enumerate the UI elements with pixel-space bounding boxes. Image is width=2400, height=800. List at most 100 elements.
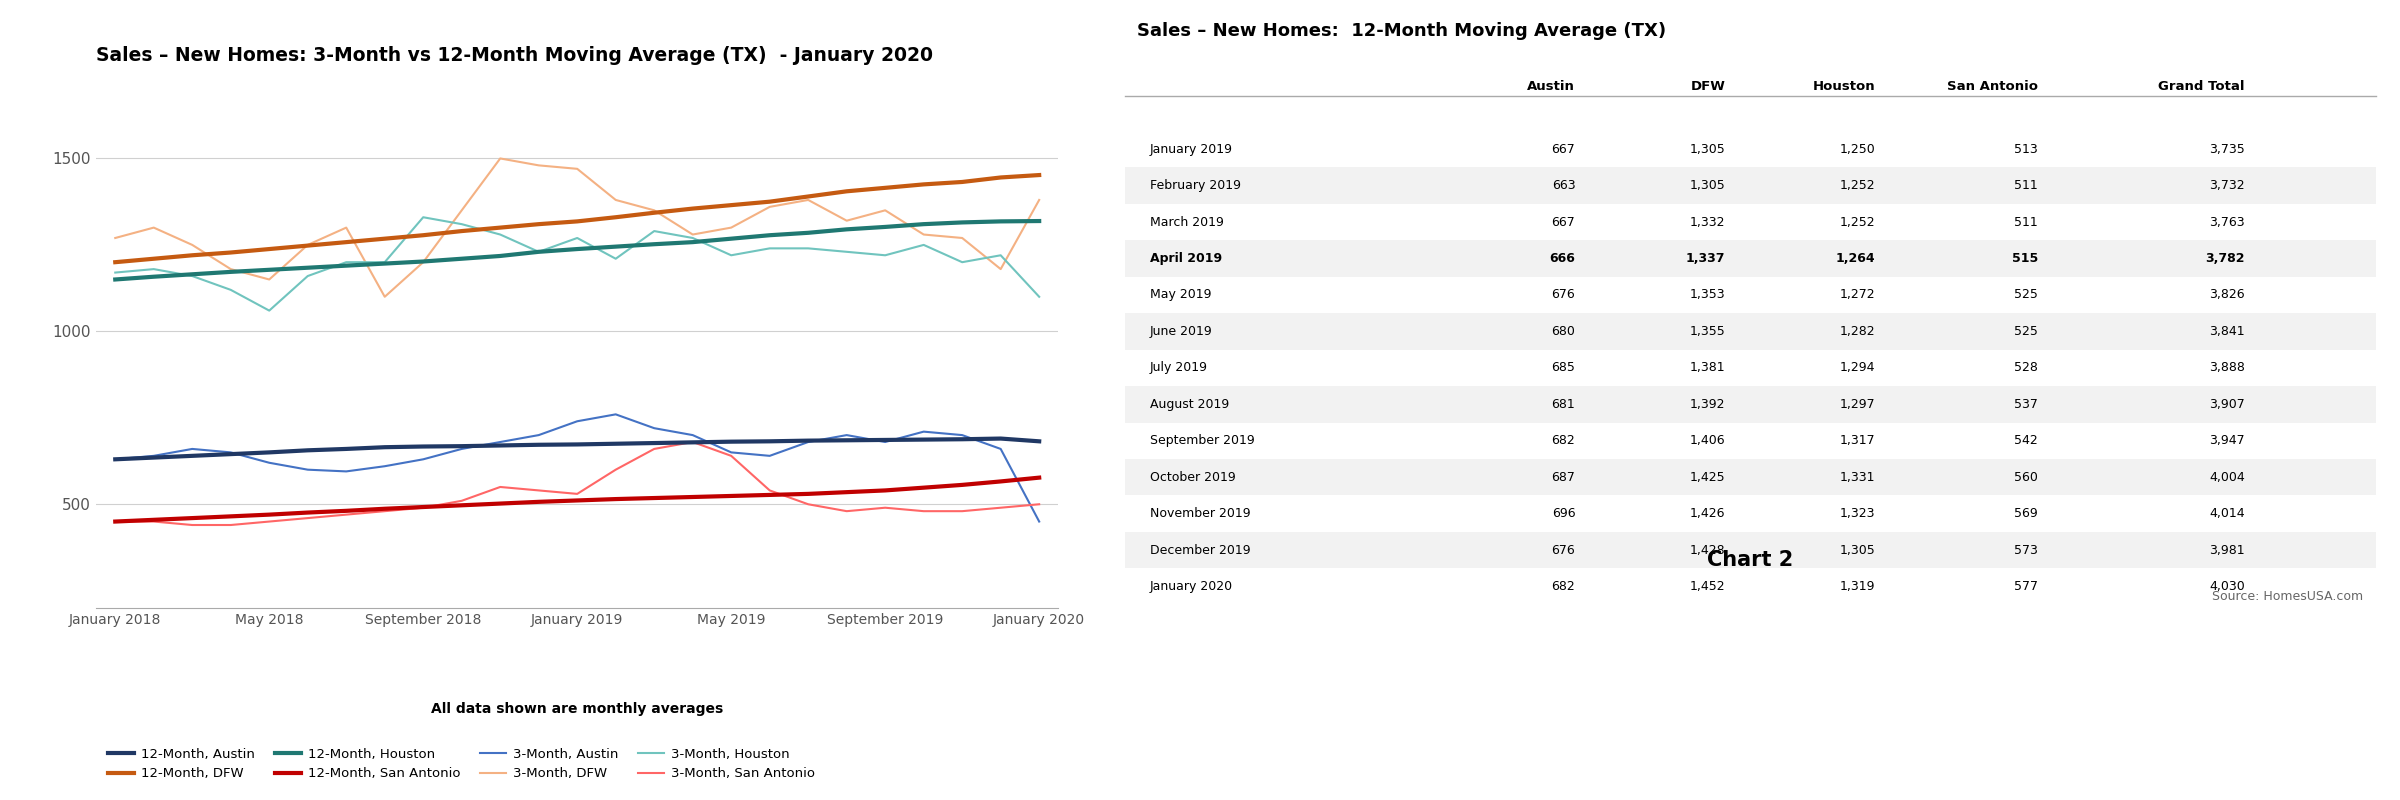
Text: 1,252: 1,252 xyxy=(1841,179,1874,192)
Text: 525: 525 xyxy=(2014,289,2038,302)
Text: 3,841: 3,841 xyxy=(2208,325,2244,338)
FancyBboxPatch shape xyxy=(1126,131,2376,167)
FancyBboxPatch shape xyxy=(1126,314,2376,350)
Text: 681: 681 xyxy=(1550,398,1574,411)
Text: 1,252: 1,252 xyxy=(1841,215,1874,229)
Text: 542: 542 xyxy=(2014,434,2038,447)
Text: 4,030: 4,030 xyxy=(2208,580,2244,593)
FancyBboxPatch shape xyxy=(1126,532,2376,568)
FancyBboxPatch shape xyxy=(1126,167,2376,204)
Text: 3,782: 3,782 xyxy=(2206,252,2244,265)
Text: 1,406: 1,406 xyxy=(1690,434,1726,447)
Text: July 2019: July 2019 xyxy=(1150,362,1207,374)
Text: 680: 680 xyxy=(1550,325,1574,338)
FancyBboxPatch shape xyxy=(1126,422,2376,459)
Text: 696: 696 xyxy=(1553,507,1574,520)
Text: 682: 682 xyxy=(1550,434,1574,447)
Text: 1,264: 1,264 xyxy=(1836,252,1874,265)
Text: Sales – New Homes: 3-Month vs 12-Month Moving Average (TX)  - January 2020: Sales – New Homes: 3-Month vs 12-Month M… xyxy=(96,46,934,65)
Text: 3,947: 3,947 xyxy=(2208,434,2244,447)
Legend: 12-Month, Austin, 12-Month, DFW, 12-Month, Houston, 12-Month, San Antonio, 3-Mon: 12-Month, Austin, 12-Month, DFW, 12-Mont… xyxy=(103,742,821,786)
FancyBboxPatch shape xyxy=(1126,350,2376,386)
Text: 1,381: 1,381 xyxy=(1690,362,1726,374)
Text: October 2019: October 2019 xyxy=(1150,470,1236,484)
Text: 560: 560 xyxy=(2014,470,2038,484)
Text: 667: 667 xyxy=(1550,215,1574,229)
Text: 1,353: 1,353 xyxy=(1690,289,1726,302)
Text: 1,428: 1,428 xyxy=(1690,544,1726,557)
FancyBboxPatch shape xyxy=(1126,240,2376,277)
FancyBboxPatch shape xyxy=(1126,568,2376,605)
Text: 685: 685 xyxy=(1550,362,1574,374)
Text: 511: 511 xyxy=(2014,215,2038,229)
FancyBboxPatch shape xyxy=(1126,277,2376,314)
Text: Chart 2: Chart 2 xyxy=(1706,550,1793,570)
Text: 1,332: 1,332 xyxy=(1690,215,1726,229)
Text: Sales – New Homes:  12-Month Moving Average (TX): Sales – New Homes: 12-Month Moving Avera… xyxy=(1138,22,1666,40)
Text: August 2019: August 2019 xyxy=(1150,398,1229,411)
Text: 667: 667 xyxy=(1550,142,1574,156)
Text: 1,250: 1,250 xyxy=(1841,142,1874,156)
FancyBboxPatch shape xyxy=(1126,459,2376,495)
Text: 1,323: 1,323 xyxy=(1841,507,1874,520)
Text: 1,305: 1,305 xyxy=(1690,179,1726,192)
Text: Grand Total: Grand Total xyxy=(2158,81,2244,94)
Text: December 2019: December 2019 xyxy=(1150,544,1250,557)
Text: 1,337: 1,337 xyxy=(1685,252,1726,265)
Text: 1,297: 1,297 xyxy=(1841,398,1874,411)
Text: 569: 569 xyxy=(2014,507,2038,520)
Text: 4,004: 4,004 xyxy=(2208,470,2244,484)
Text: 1,317: 1,317 xyxy=(1841,434,1874,447)
Text: March 2019: March 2019 xyxy=(1150,215,1224,229)
Text: September 2019: September 2019 xyxy=(1150,434,1255,447)
Text: 666: 666 xyxy=(1550,252,1574,265)
Text: 3,763: 3,763 xyxy=(2208,215,2244,229)
Text: 1,392: 1,392 xyxy=(1690,398,1726,411)
Text: 573: 573 xyxy=(2014,544,2038,557)
Text: 1,319: 1,319 xyxy=(1841,580,1874,593)
Text: 1,294: 1,294 xyxy=(1841,362,1874,374)
Text: 3,735: 3,735 xyxy=(2208,142,2244,156)
Text: 682: 682 xyxy=(1550,580,1574,593)
Text: 511: 511 xyxy=(2014,179,2038,192)
FancyBboxPatch shape xyxy=(1126,495,2376,532)
Text: San Antonio: San Antonio xyxy=(1946,81,2038,94)
Text: 1,331: 1,331 xyxy=(1841,470,1874,484)
Text: 1,452: 1,452 xyxy=(1690,580,1726,593)
Text: 1,272: 1,272 xyxy=(1841,289,1874,302)
Text: Houston: Houston xyxy=(1812,81,1874,94)
Text: 1,305: 1,305 xyxy=(1690,142,1726,156)
Text: 577: 577 xyxy=(2014,580,2038,593)
Text: 1,426: 1,426 xyxy=(1690,507,1726,520)
Text: Source: HomesUSA.com: Source: HomesUSA.com xyxy=(2213,590,2364,602)
Text: 3,981: 3,981 xyxy=(2208,544,2244,557)
Text: May 2019: May 2019 xyxy=(1150,289,1212,302)
Text: 3,888: 3,888 xyxy=(2208,362,2244,374)
Text: 3,732: 3,732 xyxy=(2208,179,2244,192)
Text: 687: 687 xyxy=(1550,470,1574,484)
Text: 537: 537 xyxy=(2014,398,2038,411)
Text: 515: 515 xyxy=(2011,252,2038,265)
Text: January 2019: January 2019 xyxy=(1150,142,1234,156)
Text: 676: 676 xyxy=(1550,289,1574,302)
Text: 513: 513 xyxy=(2014,142,2038,156)
Text: 1,355: 1,355 xyxy=(1690,325,1726,338)
FancyBboxPatch shape xyxy=(1126,204,2376,240)
Text: 676: 676 xyxy=(1550,544,1574,557)
Text: 3,826: 3,826 xyxy=(2208,289,2244,302)
Text: 528: 528 xyxy=(2014,362,2038,374)
Text: DFW: DFW xyxy=(1690,81,1726,94)
Text: 3,907: 3,907 xyxy=(2208,398,2244,411)
Text: 663: 663 xyxy=(1553,179,1574,192)
Text: January 2020: January 2020 xyxy=(1150,580,1234,593)
Text: April 2019: April 2019 xyxy=(1150,252,1222,265)
Text: June 2019: June 2019 xyxy=(1150,325,1212,338)
Text: Austin: Austin xyxy=(1526,81,1574,94)
Text: All data shown are monthly averages: All data shown are monthly averages xyxy=(432,702,722,716)
Text: November 2019: November 2019 xyxy=(1150,507,1250,520)
Text: 1,282: 1,282 xyxy=(1841,325,1874,338)
Text: February 2019: February 2019 xyxy=(1150,179,1241,192)
Text: 4,014: 4,014 xyxy=(2208,507,2244,520)
Text: 525: 525 xyxy=(2014,325,2038,338)
Text: 1,305: 1,305 xyxy=(1841,544,1874,557)
